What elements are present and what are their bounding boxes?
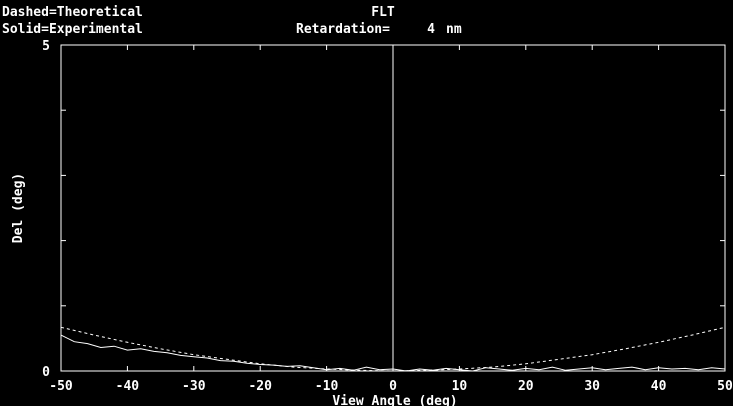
x-tick-label: -30 bbox=[182, 379, 206, 394]
y-tick-label: 5 bbox=[42, 39, 50, 54]
x-tick-label: 50 bbox=[717, 379, 733, 394]
series-line-experimental bbox=[60, 334, 726, 372]
legend-solid-text: Solid=Experimental bbox=[2, 22, 143, 37]
tick-labels: -50 -40 -30 -20 -10 0 10 20 30 40 50 0 5 bbox=[42, 39, 733, 394]
x-tick-label: -20 bbox=[248, 379, 272, 394]
retardation-label: Retardation= bbox=[296, 22, 390, 37]
retardation-value: 4 bbox=[427, 22, 435, 37]
legend-dashed-text: Dashed=Theoretical bbox=[2, 5, 143, 20]
x-tick-label: 10 bbox=[452, 379, 468, 394]
x-tick-label: -50 bbox=[49, 379, 73, 394]
chart-title: FLT bbox=[371, 5, 395, 20]
retardation-unit: nm bbox=[446, 22, 462, 37]
x-axis-label: View Angle (deg) bbox=[332, 394, 457, 406]
y-axis-label: Del (deg) bbox=[11, 173, 26, 243]
y-tick-label: 0 bbox=[42, 365, 50, 380]
x-tick-label: 0 bbox=[389, 379, 397, 394]
x-tick-label: 20 bbox=[518, 379, 534, 394]
series-group bbox=[60, 45, 726, 372]
x-tick-label: -10 bbox=[315, 379, 339, 394]
x-tick-label: 40 bbox=[651, 379, 667, 394]
x-tick-label: 30 bbox=[584, 379, 600, 394]
x-tick-label: -40 bbox=[116, 379, 140, 394]
series-line-theoretical bbox=[60, 326, 726, 372]
